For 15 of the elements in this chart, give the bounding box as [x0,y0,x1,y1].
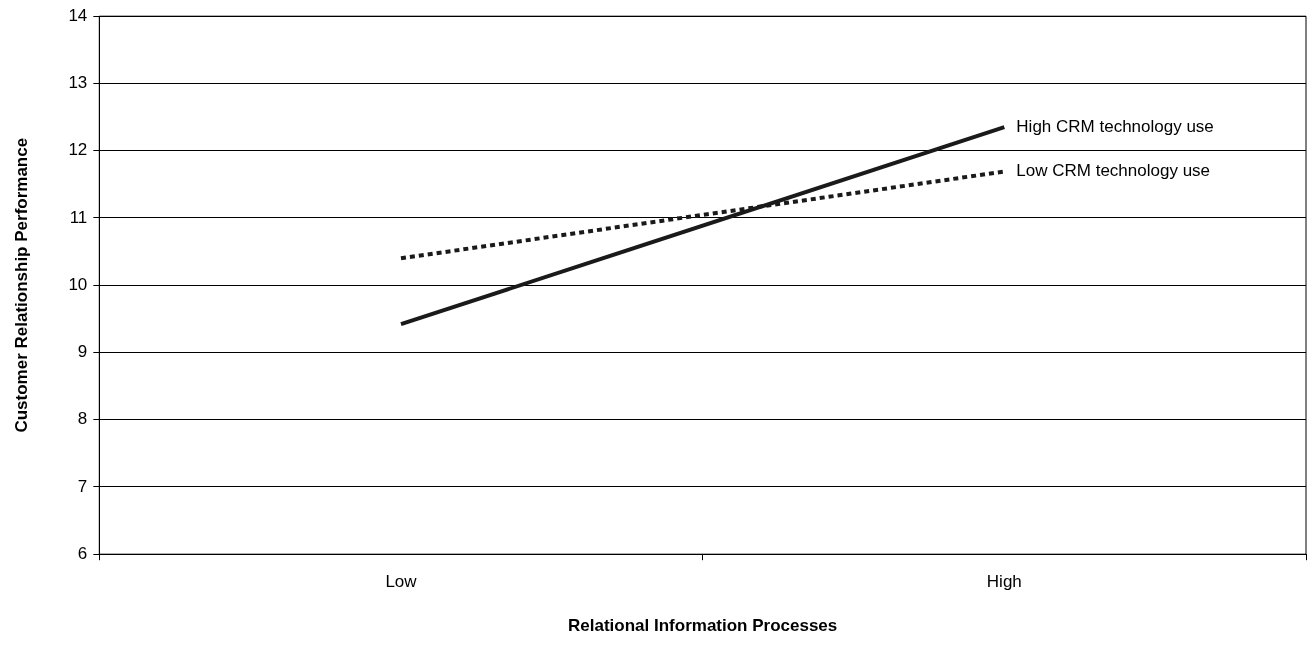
y-tick-label: 14 [68,5,88,25]
y-tick-label: 12 [68,140,88,160]
y-tick-label: 11 [69,207,88,227]
x-tick-label: Low [385,572,418,592]
y-tick-label: 10 [68,274,88,294]
y-tick-label: 8 [77,409,88,429]
series-label: Low CRM technology use [1016,161,1211,181]
y-tick-label: 6 [77,543,88,563]
y-tick-label: 13 [68,73,88,93]
y-tick-label: 9 [77,342,88,362]
x-tick-label: High [986,572,1022,592]
x-axis-title: Relational Information Processes [568,616,838,636]
y-axis-title: Customer Relationship Performance [11,137,31,433]
series-label: High CRM technology use [1016,116,1214,136]
y-tick-label: 7 [77,476,88,496]
